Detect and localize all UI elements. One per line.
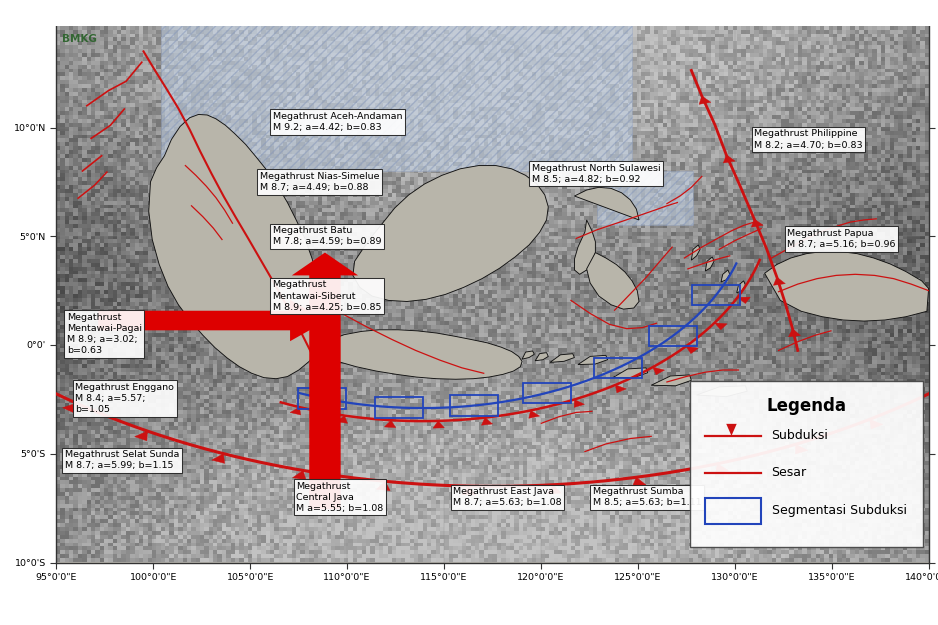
Polygon shape [353, 166, 549, 301]
Polygon shape [314, 330, 522, 379]
Polygon shape [723, 154, 735, 163]
Bar [692, 285, 740, 306]
Bar [522, 382, 570, 403]
Polygon shape [574, 188, 639, 220]
Text: Megathrust Nias-Simelue
M 8.7; a=4.49; b=0.88: Megathrust Nias-Simelue M 8.7; a=4.49; b… [260, 172, 379, 192]
Text: Megathrust Selat Sunda
M 8.7; a=5.99; b=1.15: Megathrust Selat Sunda M 8.7; a=5.99; b=… [65, 450, 179, 471]
Polygon shape [699, 96, 711, 104]
Text: Megathrust North Sulawesi
M 8.5; a=4.82; b=0.92: Megathrust North Sulawesi M 8.5; a=4.82;… [532, 164, 660, 184]
Polygon shape [293, 471, 306, 480]
Text: Sesar: Sesar [772, 466, 807, 479]
Polygon shape [715, 323, 727, 330]
Polygon shape [135, 431, 147, 441]
Polygon shape [578, 356, 608, 364]
Polygon shape [149, 114, 326, 379]
Text: Legenda: Legenda [766, 397, 846, 414]
Polygon shape [212, 454, 224, 463]
Polygon shape [613, 368, 648, 378]
Text: Megathrust Batu
M 7.8; a=4.59; b=0.89: Megathrust Batu M 7.8; a=4.59; b=0.89 [273, 226, 381, 246]
Bar [450, 395, 498, 416]
Polygon shape [292, 253, 358, 509]
Polygon shape [550, 354, 574, 362]
Bar [298, 388, 346, 409]
Polygon shape [574, 220, 596, 274]
Polygon shape [481, 418, 492, 425]
Bar [649, 326, 697, 346]
Text: Megathrust
Central Java
M a=5.55; b=1.08: Megathrust Central Java M a=5.55; b=1.08 [296, 482, 384, 513]
Polygon shape [522, 351, 535, 359]
Polygon shape [385, 420, 396, 428]
Polygon shape [615, 385, 627, 392]
Text: Segmentasi Subduksi: Segmentasi Subduksi [772, 504, 907, 518]
Polygon shape [705, 257, 714, 271]
Bar [705, 498, 761, 524]
Text: Subduksi: Subduksi [772, 429, 828, 442]
Polygon shape [536, 352, 549, 361]
Polygon shape [691, 245, 700, 260]
Polygon shape [789, 329, 800, 337]
Polygon shape [736, 281, 746, 292]
Polygon shape [764, 251, 929, 321]
Polygon shape [161, 19, 632, 171]
FancyBboxPatch shape [689, 381, 923, 548]
Text: Megathrust Aceh-Andaman
M 9.2; a=4.42; b=0.83: Megathrust Aceh-Andaman M 9.2; a=4.42; b… [273, 112, 402, 132]
Polygon shape [653, 367, 664, 375]
Polygon shape [721, 270, 730, 282]
Polygon shape [337, 416, 347, 423]
Polygon shape [632, 478, 646, 487]
Bar [594, 357, 642, 378]
Text: Megathrust Enggano
M 8.4; a=5.57;
b=1.05: Megathrust Enggano M 8.4; a=5.57; b=1.05 [75, 382, 174, 414]
Polygon shape [548, 485, 561, 494]
Polygon shape [751, 219, 764, 227]
Polygon shape [651, 375, 691, 386]
Polygon shape [726, 424, 736, 436]
Text: Megathrust Philippine
M 8.2; a=4.70; b=0.83: Megathrust Philippine M 8.2; a=4.70; b=0… [754, 129, 863, 149]
Polygon shape [697, 386, 748, 397]
Bar [375, 398, 423, 418]
Polygon shape [716, 464, 729, 473]
Polygon shape [774, 277, 785, 285]
Polygon shape [376, 481, 390, 491]
Text: Megathrust Papua
M 8.7; a=5.16; b=0.96: Megathrust Papua M 8.7; a=5.16; b=0.96 [787, 229, 896, 249]
Polygon shape [290, 407, 301, 415]
Polygon shape [0, 370, 11, 379]
Polygon shape [870, 419, 883, 429]
Text: BMKG: BMKG [62, 34, 97, 44]
Text: Megathrust East Java
M 8.7; a=5.63; b=1.08: Megathrust East Java M 8.7; a=5.63; b=1.… [453, 488, 562, 508]
Polygon shape [461, 486, 476, 495]
Polygon shape [795, 444, 808, 454]
Text: Megathrust
Mentawai-Siberut
M 8.9; a=4.25; b=0.85: Megathrust Mentawai-Siberut M 8.9; a=4.2… [273, 281, 381, 312]
Polygon shape [529, 411, 539, 418]
Polygon shape [433, 421, 445, 428]
Polygon shape [63, 403, 76, 412]
Polygon shape [586, 253, 639, 309]
Polygon shape [98, 300, 326, 341]
Polygon shape [598, 171, 693, 226]
Polygon shape [686, 346, 698, 354]
Text: Megathrust
Mentawai-Pagai
M 8.9; a=3.02;
b=0.63: Megathrust Mentawai-Pagai M 8.9; a=3.02;… [67, 313, 142, 355]
Polygon shape [574, 399, 584, 408]
Polygon shape [737, 297, 750, 304]
Text: Megathrust Sumba
M 8.5; a=5.63; b=1.11: Megathrust Sumba M 8.5; a=5.63; b=1.11 [593, 488, 702, 508]
